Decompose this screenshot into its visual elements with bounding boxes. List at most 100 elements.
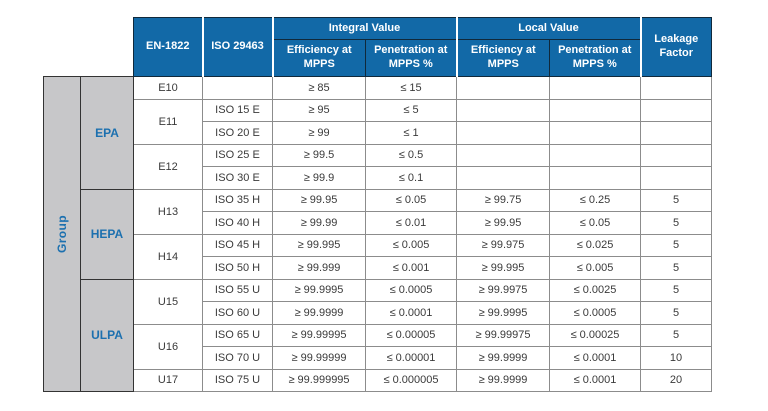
cell-local-efficiency: ≥ 99.9999	[456, 346, 550, 370]
cell-leakage-factor	[640, 98, 712, 122]
cell-local-efficiency: ≥ 99.9975	[456, 278, 550, 302]
cell-local-penetration	[549, 98, 641, 122]
cell-iso: ISO 75 U	[202, 368, 273, 392]
header-iso-29463: ISO 29463	[201, 17, 273, 77]
cell-leakage-factor: 5	[640, 278, 712, 302]
cell-integral-efficiency: ≥ 99.995	[272, 233, 366, 257]
cell-iso: ISO 30 E	[202, 166, 273, 190]
header-row-groups: EN-1822 ISO 29463 Integral Value Local V…	[44, 17, 712, 77]
cell-integral-penetration: ≤ 5	[365, 98, 457, 122]
table-row: ISO 20 E ≥ 99 ≤ 1	[44, 121, 712, 145]
cell-local-efficiency: ≥ 99.9999	[456, 368, 550, 392]
cell-leakage-factor	[640, 143, 712, 167]
group-vertical-label: Group	[43, 76, 81, 392]
cell-local-efficiency: ≥ 99.975	[456, 233, 550, 257]
cell-leakage-factor: 5	[640, 233, 712, 257]
cell-local-penetration	[549, 166, 641, 190]
table-row: ISO 40 H ≥ 99.99 ≤ 0.01 ≥ 99.95 ≤ 0.05 5	[44, 211, 712, 235]
cell-iso	[202, 76, 273, 100]
table-row: ISO 50 H ≥ 99.999 ≤ 0.001 ≥ 99.995 ≤ 0.0…	[44, 256, 712, 280]
cell-leakage-factor: 20	[640, 368, 712, 392]
cell-integral-penetration: ≤ 0.005	[365, 233, 457, 257]
cell-local-efficiency	[456, 121, 550, 145]
cell-iso: ISO 40 H	[202, 211, 273, 235]
cell-integral-penetration: ≤ 0.01	[365, 211, 457, 235]
cell-local-efficiency: ≥ 99.9995	[456, 301, 550, 325]
table-row: ULPA U15 ISO 55 U ≥ 99.9995 ≤ 0.0005 ≥ 9…	[44, 278, 712, 392]
cell-iso: ISO 60 U	[202, 301, 273, 325]
group-vertical-label-text: Group	[55, 215, 69, 253]
cell-leakage-factor: 5	[640, 211, 712, 235]
cell-local-efficiency: ≥ 99.995	[456, 256, 550, 280]
cell-local-penetration: ≤ 0.25	[549, 188, 641, 212]
table-row: HEPA H13 ISO 35 H ≥ 99.95 ≤ 0.05 ≥ 99.75…	[44, 188, 712, 280]
cell-en: E12	[133, 143, 203, 190]
cell-integral-efficiency: ≥ 99.9999	[272, 301, 366, 325]
cell-iso: ISO 70 U	[202, 346, 273, 370]
header-local-penetration: Penetration at MPPS %	[549, 39, 641, 77]
cell-integral-penetration: ≤ 0.00001	[365, 346, 457, 370]
cell-integral-efficiency: ≥ 85	[272, 76, 366, 100]
cell-local-efficiency	[456, 143, 550, 167]
filter-class-table: EN-1822 ISO 29463 Integral Value Local V…	[43, 17, 712, 392]
cell-integral-penetration: ≤ 0.0001	[365, 301, 457, 325]
cell-integral-efficiency: ≥ 99.99995	[272, 323, 366, 347]
cell-local-penetration	[549, 121, 641, 145]
cell-local-penetration: ≤ 0.025	[549, 233, 641, 257]
header-blank-corner	[44, 18, 134, 77]
cell-local-penetration: ≤ 0.0005	[549, 301, 641, 325]
table-row: E11 ISO 15 E ≥ 95 ≤ 5	[44, 98, 712, 145]
cell-en: H14	[133, 233, 203, 280]
cell-local-efficiency: ≥ 99.95	[456, 211, 550, 235]
cell-integral-penetration: ≤ 1	[365, 121, 457, 145]
cell-iso: ISO 45 H	[202, 233, 273, 257]
cell-integral-penetration: ≤ 0.00005	[365, 323, 457, 347]
cell-leakage-factor: 10	[640, 346, 712, 370]
cell-local-penetration: ≤ 0.0001	[549, 368, 641, 392]
header-row-subcolumns: Efficiency at MPPS Penetration at MPPS %…	[44, 39, 712, 77]
table-row: ISO 70 U ≥ 99.99999 ≤ 0.00001 ≥ 99.9999 …	[44, 346, 712, 370]
header-en-1822: EN-1822	[133, 17, 203, 77]
cell-local-penetration	[549, 143, 641, 167]
cell-local-penetration: ≤ 0.0001	[549, 346, 641, 370]
cell-integral-efficiency: ≥ 99.999995	[272, 368, 366, 392]
cell-iso: ISO 55 U	[202, 278, 273, 302]
cell-local-efficiency: ≥ 99.75	[456, 188, 550, 212]
cell-leakage-factor: 5	[640, 188, 712, 212]
table-row: Group EPA E10 ≥ 85 ≤ 15	[43, 76, 712, 392]
cell-local-penetration: ≤ 0.005	[549, 256, 641, 280]
cell-local-efficiency	[456, 98, 550, 122]
cell-integral-penetration: ≤ 0.000005	[365, 368, 457, 392]
header-leakage-factor: Leakage Factor	[639, 17, 712, 77]
header-integral-value: Integral Value	[271, 17, 457, 40]
group-name-ulpa: ULPA	[80, 278, 134, 392]
cell-integral-efficiency: ≥ 99.99	[272, 211, 366, 235]
cell-leakage-factor	[640, 76, 712, 100]
cell-iso: ISO 25 E	[202, 143, 273, 167]
cell-integral-efficiency: ≥ 95	[272, 98, 366, 122]
table-row: U16 ISO 65 U ≥ 99.99995 ≤ 0.00005 ≥ 99.9…	[44, 323, 712, 370]
header-integral-penetration: Penetration at MPPS %	[365, 39, 457, 77]
cell-iso: ISO 15 E	[202, 98, 273, 122]
cell-integral-efficiency: ≥ 99.5	[272, 143, 366, 167]
cell-integral-efficiency: ≥ 99.99999	[272, 346, 366, 370]
table-row: ISO 60 U ≥ 99.9999 ≤ 0.0001 ≥ 99.9995 ≤ …	[44, 301, 712, 325]
cell-iso: ISO 20 E	[202, 121, 273, 145]
cell-leakage-factor	[640, 121, 712, 145]
cell-leakage-factor	[640, 166, 712, 190]
cell-leakage-factor: 5	[640, 323, 712, 347]
cell-local-penetration: ≤ 0.05	[549, 211, 641, 235]
table-row: ISO 30 E ≥ 99.9 ≤ 0.1	[44, 166, 712, 190]
cell-integral-penetration: ≤ 0.05	[365, 188, 457, 212]
cell-integral-efficiency: ≥ 99.95	[272, 188, 366, 212]
cell-leakage-factor: 5	[640, 256, 712, 280]
cell-en: U17	[133, 368, 203, 392]
header-integral-efficiency: Efficiency at MPPS	[271, 39, 366, 77]
cell-en: H13	[133, 188, 203, 235]
cell-integral-efficiency: ≥ 99	[272, 121, 366, 145]
table-row: E12 ISO 25 E ≥ 99.5 ≤ 0.5	[44, 143, 712, 190]
group-name-hepa: HEPA	[80, 188, 134, 280]
cell-local-efficiency	[456, 76, 550, 100]
header-local-efficiency: Efficiency at MPPS	[455, 39, 550, 77]
